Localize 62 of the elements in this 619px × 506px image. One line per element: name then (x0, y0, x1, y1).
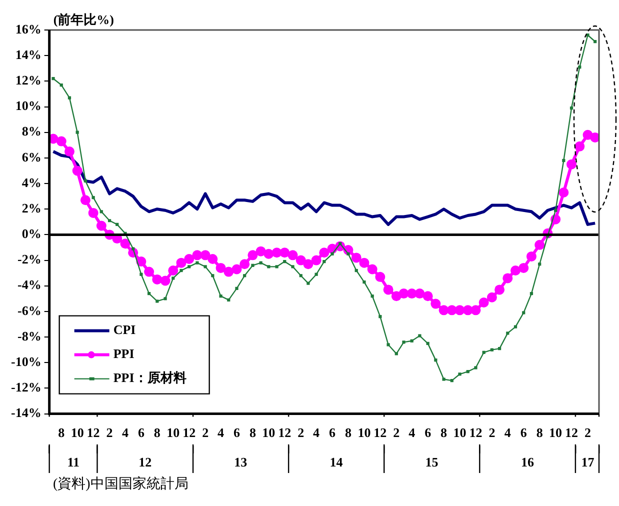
x-tick-label: 8 (58, 424, 66, 440)
y-tick-label: -10% (10, 354, 42, 369)
y-tick-label: -2% (17, 252, 42, 267)
x-tick-label: 2 (488, 424, 496, 440)
x-tick-label: 10 (549, 424, 562, 440)
y-tick-label: 6% (22, 149, 42, 164)
x2-tick-label: 11 (67, 454, 80, 470)
x-tick-label: 6 (329, 424, 336, 440)
legend-label: PPI：原材料 (113, 370, 186, 386)
text: (資料)中国国家統計局 (53, 475, 190, 493)
y-tick-label: 12% (15, 72, 42, 88)
y-tick-label: -8% (17, 328, 42, 344)
x-tick-label: 8 (344, 424, 352, 440)
legend-label: CPI (113, 322, 136, 338)
x-tick-label: 8 (154, 424, 161, 440)
x-tick-label: 4 (218, 424, 225, 440)
y-tick-label: -12% (10, 380, 42, 395)
x-tick-label: 12 (565, 424, 578, 440)
x-tick-label: 10 (70, 424, 84, 440)
y-tick-label: 10% (15, 98, 42, 114)
x-tick-label: 12 (278, 424, 292, 440)
y-tick-label: 4% (22, 174, 42, 190)
x-tick-label: 4 (122, 424, 129, 440)
x-tick-label: 8 (536, 424, 544, 440)
x-tick-label: 2 (393, 424, 400, 440)
x-tick-label: 10 (262, 424, 276, 440)
x-tick-label: 10 (166, 424, 180, 440)
x-tick-label: 4 (408, 424, 416, 440)
x-tick-label: 2 (202, 424, 209, 440)
x-tick-label: 6 (424, 424, 432, 440)
x-tick-label: 12 (374, 424, 387, 440)
x-tick-label: 6 (233, 424, 240, 440)
y-tick-label: 8% (22, 124, 42, 139)
x2-tick-label: 13 (234, 454, 248, 470)
x-tick-label: 6 (520, 424, 528, 440)
y-tick-label: 2% (22, 200, 42, 216)
x2-tick-label: 12 (138, 454, 152, 470)
x2-tick-label: 17 (581, 454, 595, 470)
legend-label: PPI (113, 346, 134, 362)
x-tick-label: 8 (440, 424, 448, 440)
x2-tick-label: 14 (330, 454, 344, 470)
y-tick-label: 14% (15, 46, 42, 62)
y-tick-label: -6% (17, 302, 42, 318)
x-tick-label: 8 (249, 424, 256, 440)
y-tick-label: 16% (15, 21, 42, 36)
x-tick-label: 12 (182, 424, 196, 440)
x-tick-label: 2 (106, 424, 113, 440)
y-tick-label: -4% (17, 277, 42, 292)
x-tick-label: 10 (453, 424, 466, 440)
y-axis-title: (前年比%) (53, 12, 114, 27)
x-tick-label: 4 (313, 424, 320, 440)
x-tick-label: 12 (469, 424, 482, 440)
x-tick-label: 4 (504, 424, 512, 440)
x-tick-label: 2 (584, 424, 591, 440)
y-tick-label: 0% (22, 226, 42, 242)
y-tick-label: -14% (10, 405, 42, 420)
x2-tick-label: 15 (425, 454, 439, 470)
x-tick-label: 6 (138, 424, 145, 440)
x-tick-label: 10 (358, 424, 371, 440)
x-tick-label: 2 (298, 424, 304, 440)
x-tick-label: 12 (86, 424, 100, 440)
x2-tick-label: 16 (521, 454, 535, 470)
